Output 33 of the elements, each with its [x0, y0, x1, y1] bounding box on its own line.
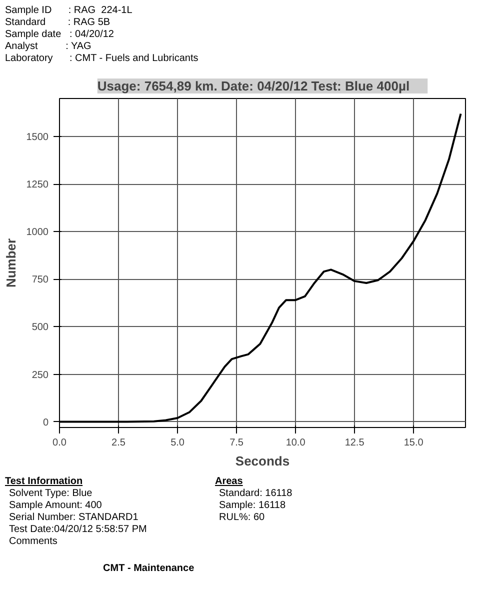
x-tick-label: 2.5 [112, 438, 126, 449]
text: Sample ID : RAG 224-1L [5, 5, 132, 16]
text: Standard : RAG 5B [5, 17, 110, 28]
text: Serial Number: STANDARD1 [8, 512, 140, 524]
text: Test Date:04/20/12 5:58:57 PM [8, 524, 148, 536]
y-tick-label: 500 [32, 322, 49, 334]
x-tick-label: 7.5 [230, 438, 244, 449]
text: Laboratory : CMT - Fuels and Lubricants [5, 53, 198, 64]
y-tick-label: 250 [32, 370, 49, 381]
chart-title: Usage: 7654,89 km. Date: 04/20/12 Test: Blue 400µl [97, 78, 410, 94]
text: Standard: 16118 [218, 488, 292, 500]
y-tick-label: 0 [42, 417, 49, 428]
text: CMT - Maintenance [102, 562, 196, 576]
text: Analyst : YAG [5, 41, 92, 52]
text: Solvent Type: Blue [8, 488, 94, 500]
text: Sample Amount: 400 [8, 500, 103, 512]
x-axis-title: Seconds [235, 454, 290, 469]
y-tick-label: 1500 [26, 132, 49, 144]
x-tick-label: 10.0 [286, 438, 306, 449]
y-axis-title: Number [3, 238, 18, 288]
x-tick-label: 12.5 [344, 438, 365, 449]
y-tick-label: 1000 [26, 227, 49, 238]
text: Sample: 16118 [218, 500, 287, 512]
text: Comments [8, 536, 58, 548]
text: Sample date : 04/20/12 [5, 29, 114, 40]
y-tick-label: 750 [32, 274, 49, 286]
x-tick-label: 0.0 [52, 438, 67, 449]
text: RUL%: 60 [218, 512, 266, 524]
y-tick-label: 1250 [26, 180, 49, 191]
text: Areas [215, 476, 244, 488]
x-tick-label: 5.0 [170, 438, 185, 449]
x-tick-label: 15.0 [404, 438, 424, 449]
text: Test Information [5, 476, 84, 488]
